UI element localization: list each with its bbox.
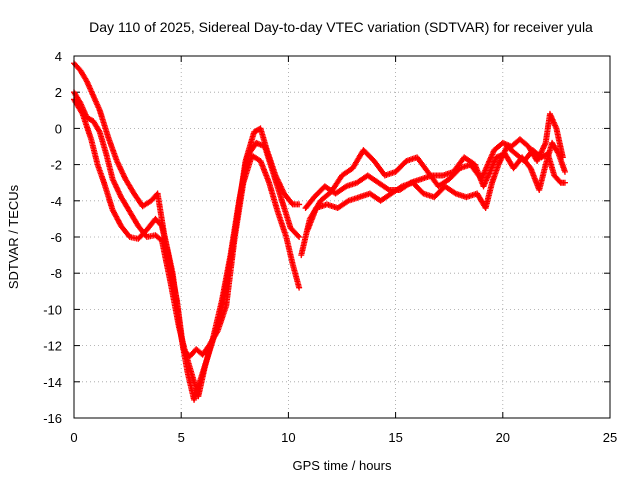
y-tick-label: 2: [55, 85, 62, 100]
y-tick-label: -6: [50, 230, 62, 245]
data-point: [561, 179, 568, 186]
x-axis-label: GPS time / hours: [293, 458, 392, 473]
x-tick-label: 5: [178, 430, 185, 445]
interp-marker: [78, 109, 85, 116]
y-tick-label: -12: [43, 339, 62, 354]
x-tick-label: 15: [388, 430, 402, 445]
y-tick-label: -2: [50, 158, 62, 173]
data-point: [296, 201, 303, 208]
x-tick-label: 20: [496, 430, 510, 445]
interp-marker: [295, 232, 302, 239]
data-point: [296, 284, 303, 291]
x-tick-label: 0: [70, 430, 77, 445]
y-tick-label: 4: [55, 49, 62, 64]
data-point: [296, 234, 303, 240]
y-tick-label: -14: [43, 375, 62, 390]
y-axis-label: SDTVAR / TECUs: [6, 184, 21, 289]
series-track-4: [298, 110, 566, 259]
data-point: [561, 168, 568, 175]
data-points: [71, 60, 568, 403]
x-tick-label: 10: [281, 430, 295, 445]
y-tick-label: 0: [55, 121, 62, 136]
y-tick-label: -10: [43, 302, 62, 317]
y-tick-label: -4: [50, 194, 62, 209]
chart-title: Day 110 of 2025, Sidereal Day-to-day VTE…: [89, 19, 593, 35]
interp-marker: [384, 186, 391, 193]
series-track-6: [304, 143, 568, 233]
interp-marker: [213, 329, 220, 336]
y-tick-label: -8: [50, 266, 62, 281]
axis-ticks: 0 5 10 15 20 25 -16 -14 -12 -10 -8 -6 -4 -2 0 2 4: [43, 49, 617, 445]
plot-frame: [73, 55, 611, 419]
x-tick-label: 25: [603, 430, 617, 445]
series-track-3: [71, 96, 303, 360]
y-tick-label: -16: [43, 411, 62, 426]
